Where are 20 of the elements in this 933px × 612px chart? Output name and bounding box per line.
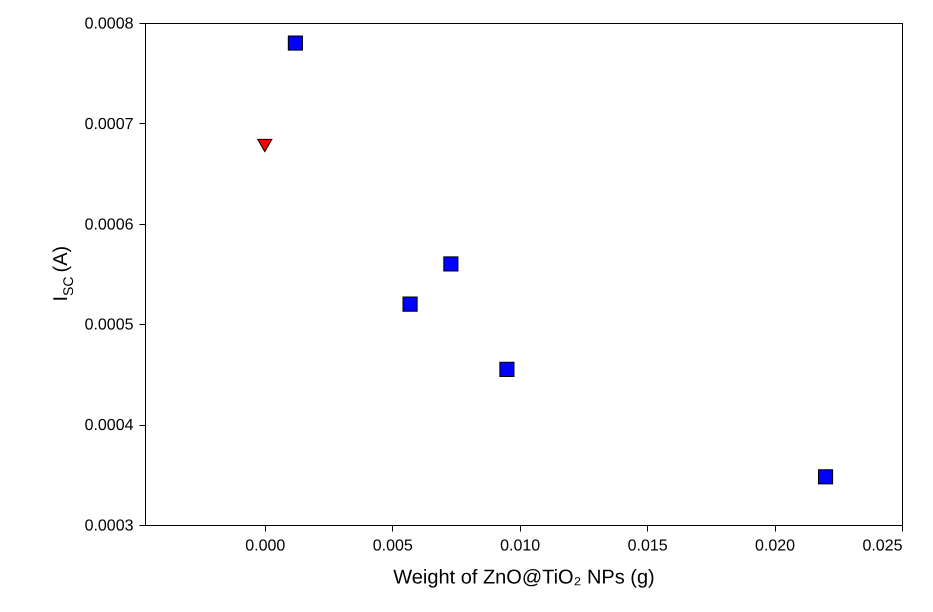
point <box>288 36 303 51</box>
x-axis-title: Weight of ZnO@TiO₂ NPs (g) <box>393 566 655 588</box>
point <box>499 362 515 377</box>
point <box>402 296 418 312</box>
point <box>818 469 834 484</box>
x-tick-label: 0.000 <box>245 538 286 554</box>
y-tick-label: 0.0007 <box>84 116 134 133</box>
y-tick-label: 0.0006 <box>84 216 134 234</box>
y-tick-label: 0.0003 <box>84 518 134 534</box>
x-tick-label: 0.025 <box>862 538 903 554</box>
x-tick-label: 0.020 <box>755 538 796 554</box>
x-tick-label: 0.010 <box>500 538 540 554</box>
point <box>443 256 458 272</box>
x-tick-label: 0.005 <box>372 538 413 554</box>
y-tick-label: 0.0004 <box>84 417 134 434</box>
y-axis-title: ISC (A) <box>50 246 76 302</box>
y-tick-label: 0.0008 <box>84 16 134 32</box>
point <box>257 138 272 152</box>
y-tick-label: 0.0005 <box>84 316 134 334</box>
x-tick-label: 0.015 <box>628 538 668 554</box>
